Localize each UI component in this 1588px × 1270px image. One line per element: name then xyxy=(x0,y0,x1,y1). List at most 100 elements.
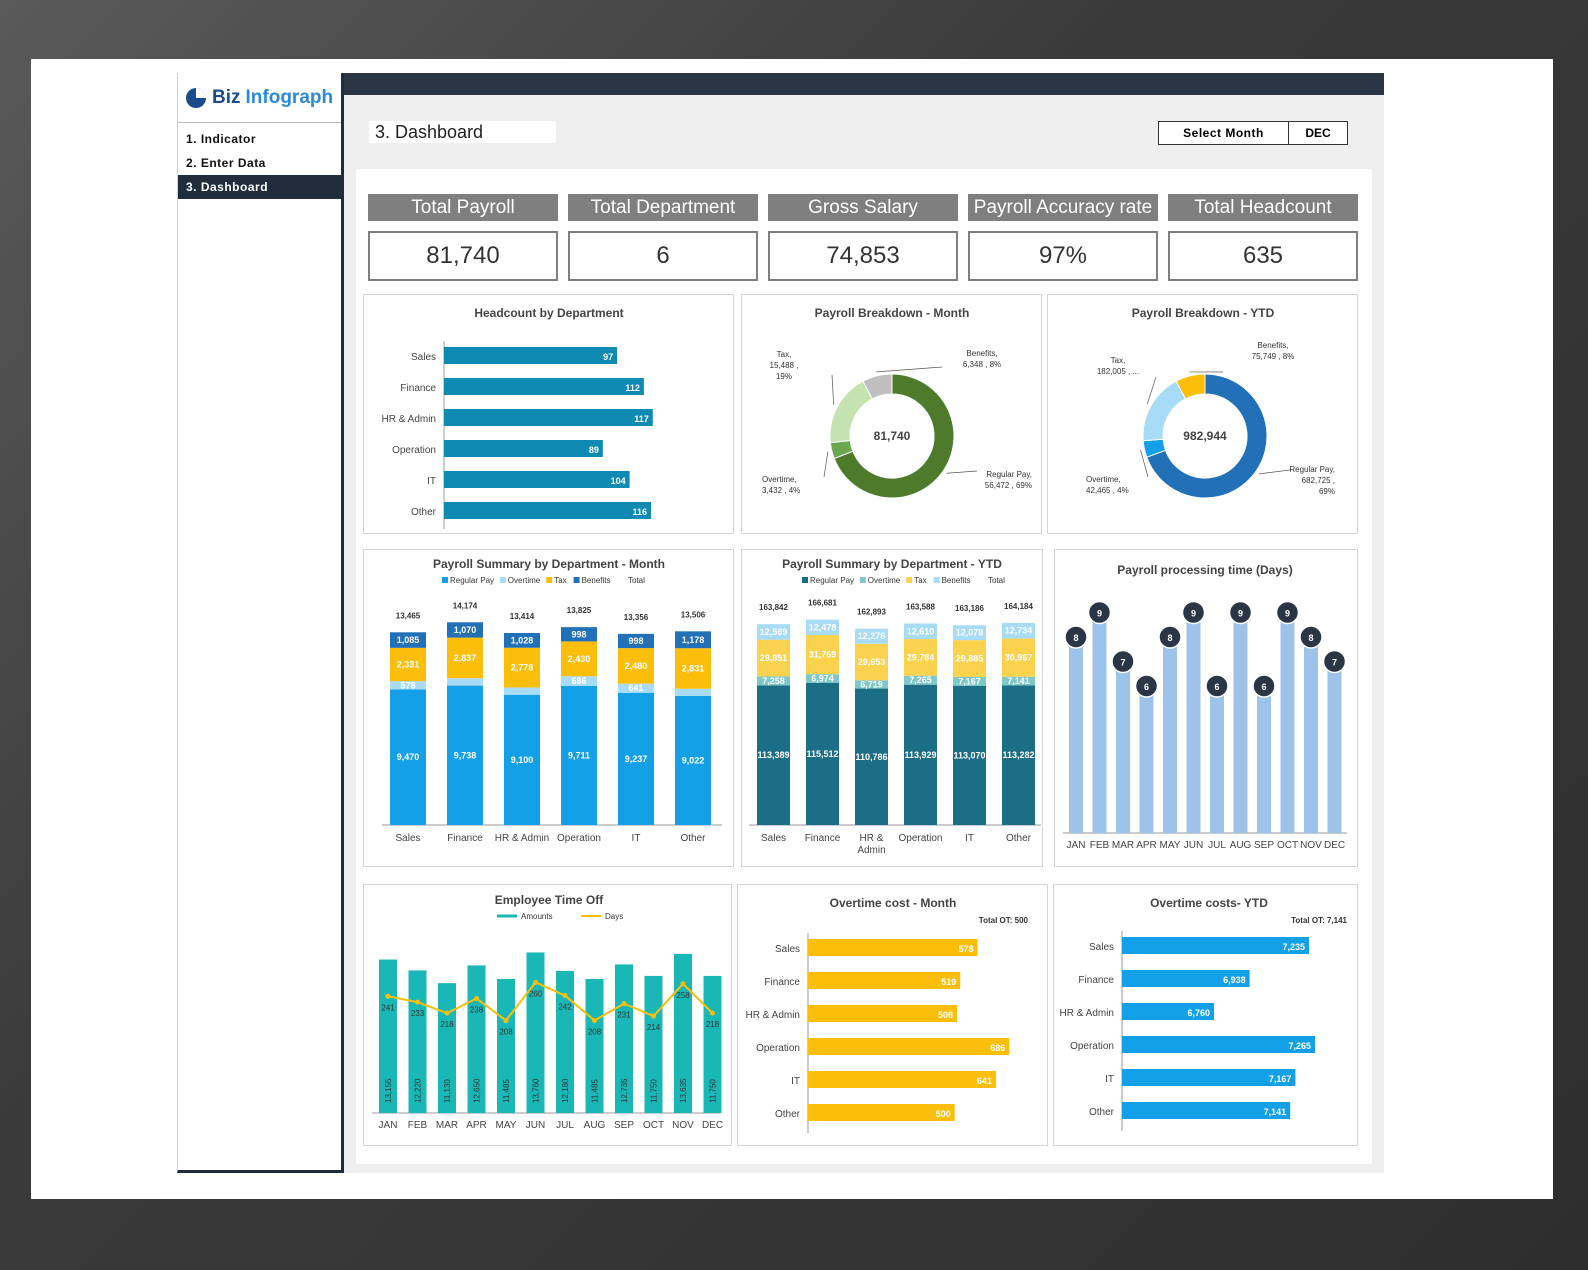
slice-label: Overtime, xyxy=(1086,475,1121,484)
days-point xyxy=(710,1010,715,1016)
legend-label: Benefits xyxy=(582,576,611,585)
bar xyxy=(808,1005,958,1022)
category-label: Sales xyxy=(411,352,436,363)
days-point xyxy=(592,1017,597,1023)
kpi-value: 74,853 xyxy=(768,231,958,281)
summary-ytd-chart: Payroll Summary by Department - YTD Regul… xyxy=(741,549,1043,867)
chart-svg: Payroll Breakdown - YTD Regular Pay, 682,7… xyxy=(1086,306,1335,499)
segment-label: 9,711 xyxy=(568,751,590,761)
days-point xyxy=(533,979,538,985)
category-label: Finance xyxy=(447,833,483,844)
donut-slice xyxy=(1142,380,1187,442)
donut-slice xyxy=(829,380,873,444)
amount-label: 11,485 xyxy=(502,1079,511,1103)
segment-label: 12,569 xyxy=(760,627,788,637)
stack-segment xyxy=(806,635,839,675)
stack-segment xyxy=(390,681,426,690)
data-label: 7 xyxy=(1332,658,1337,668)
segment-label: 30,967 xyxy=(1005,653,1033,663)
payroll-ytd-donut: Payroll Breakdown - YTD Regular Pay, 682,7… xyxy=(1047,294,1358,534)
category-label: MAY xyxy=(496,1120,517,1131)
chart-title: Headcount by Department xyxy=(474,306,623,320)
bar xyxy=(1069,637,1083,833)
stack-segment xyxy=(675,695,711,825)
window-frame: Biz Infograph 1. Indicator 2. Enter Data… xyxy=(31,59,1553,1199)
chart-title: Overtime cost - Month xyxy=(830,896,957,910)
days-label: 242 xyxy=(558,1003,572,1012)
bar xyxy=(438,983,456,1113)
nav-item-enter-data[interactable]: 2. Enter Data xyxy=(186,156,266,170)
donut-center-value: 982,944 xyxy=(1183,429,1227,443)
month-selector-value[interactable]: DEC xyxy=(1305,126,1331,140)
bar xyxy=(444,440,603,457)
data-label: 9 xyxy=(1097,609,1102,619)
bar xyxy=(526,952,545,1113)
stack-segment xyxy=(390,647,426,682)
stack-segment xyxy=(806,682,839,825)
kpi-payroll-accuracy: Payroll Accuracy rate 97% xyxy=(968,194,1158,281)
processing-time-chart: Payroll processing time (Days) 8 JAN 9 FEB 7 M… xyxy=(1054,549,1358,867)
segment-label: 2,480 xyxy=(625,661,648,671)
chart-note: Total OT: 7,141 xyxy=(1291,916,1347,925)
stack-segment xyxy=(618,683,654,693)
legend-label: Days xyxy=(605,912,623,921)
donut-slice xyxy=(862,373,893,400)
segment-label: 9,738 xyxy=(454,750,477,760)
segment-label: 29,851 xyxy=(760,653,788,663)
month-selector[interactable]: Select Month DEC xyxy=(1158,121,1348,145)
slice-label: 6,348 , 8% xyxy=(963,360,1001,369)
stack-segment xyxy=(618,648,654,684)
segment-label: 998 xyxy=(571,629,586,639)
data-label: 8 xyxy=(1073,633,1078,643)
segment-label: 9,237 xyxy=(625,754,648,764)
category-label: IT xyxy=(965,833,974,844)
stack-segment xyxy=(855,643,888,681)
days-point xyxy=(562,993,568,999)
kpi-value: 6 xyxy=(568,231,758,281)
bar xyxy=(808,1104,955,1121)
segment-label: 2,331 xyxy=(397,660,420,670)
stack-segment xyxy=(390,632,426,648)
segment-label: 113,282 xyxy=(1002,750,1034,760)
stack-segment xyxy=(806,619,839,636)
legend-label: Tax xyxy=(914,576,926,585)
value-bubble xyxy=(1158,625,1182,649)
stack-segment xyxy=(504,647,540,688)
segment-label: 12,734 xyxy=(1005,626,1033,636)
stack-segment xyxy=(1002,676,1035,686)
stack-segment xyxy=(953,640,986,677)
data-label: 9 xyxy=(1191,609,1196,619)
leader-line xyxy=(823,451,829,478)
amount-label: 12,180 xyxy=(561,1078,570,1103)
stack-segment xyxy=(561,676,597,687)
bar xyxy=(615,964,633,1113)
amount-label: 12,220 xyxy=(414,1078,423,1103)
leader-line xyxy=(1140,449,1149,478)
category-label: Other xyxy=(680,833,706,844)
days-point xyxy=(651,1013,656,1019)
data-label: 6 xyxy=(1261,682,1266,692)
stack-segment xyxy=(855,688,888,825)
bar xyxy=(1210,686,1224,833)
data-label: 8 xyxy=(1167,633,1172,643)
category-label: SEP xyxy=(614,1120,634,1131)
stack-segment xyxy=(561,641,597,677)
slice-label: 56,472 , 69% xyxy=(985,481,1032,490)
data-label: 7,265 xyxy=(1288,1041,1311,1051)
data-label: 7,235 xyxy=(1282,942,1305,952)
data-label: 6 xyxy=(1214,682,1219,692)
days-label: 214 xyxy=(647,1023,661,1032)
nav-item-dashboard[interactable]: 3. Dashboard xyxy=(178,175,341,199)
nav-item-indicator[interactable]: 1. Indicator xyxy=(186,132,257,146)
segment-label: 9,470 xyxy=(397,752,420,762)
payroll-month-donut: Payroll Breakdown - Month Regular Pay, 56,… xyxy=(741,294,1042,534)
stack-segment xyxy=(447,622,483,638)
legend-swatch xyxy=(499,577,506,583)
category-label: Finance xyxy=(400,383,436,394)
slice-label: Benefits, xyxy=(966,349,997,358)
stack-segment xyxy=(447,637,483,679)
stack-segment xyxy=(904,639,937,676)
category-label: NOV xyxy=(1300,840,1322,851)
stack-segment xyxy=(504,633,540,648)
legend-label: Overtime xyxy=(508,576,541,585)
